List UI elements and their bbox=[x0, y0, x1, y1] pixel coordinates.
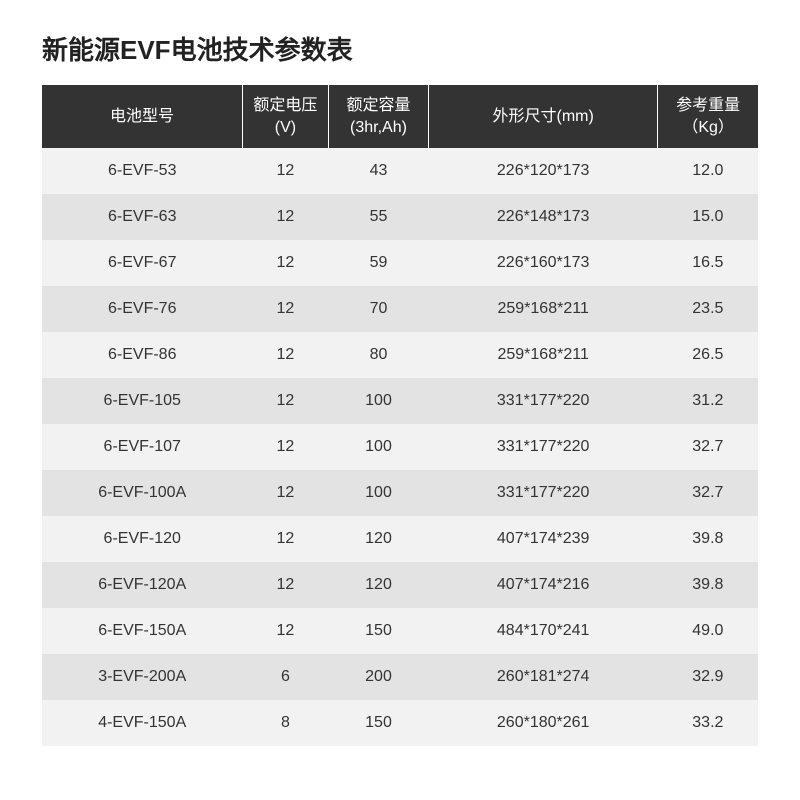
table-row: 6-EVF-12012120407*174*23939.8 bbox=[42, 516, 758, 562]
table-row: 4-EVF-150A8150260*180*26133.2 bbox=[42, 700, 758, 746]
spec-table: 电池型号额定电压(V)额定容量(3hr,Ah)外形尺寸(mm)参考重量（Kg） … bbox=[42, 85, 758, 746]
table-cell: 484*170*241 bbox=[429, 608, 658, 654]
table-cell: 70 bbox=[328, 286, 428, 332]
table-cell: 120 bbox=[328, 516, 428, 562]
column-header: 电池型号 bbox=[42, 85, 242, 148]
table-cell: 3-EVF-200A bbox=[42, 654, 242, 700]
table-row: 3-EVF-200A6200260*181*27432.9 bbox=[42, 654, 758, 700]
column-header: 参考重量（Kg） bbox=[658, 85, 758, 148]
table-cell: 6-EVF-63 bbox=[42, 194, 242, 240]
table-cell: 59 bbox=[328, 240, 428, 286]
table-cell: 331*177*220 bbox=[429, 378, 658, 424]
table-cell: 226*148*173 bbox=[429, 194, 658, 240]
column-header: 额定电压(V) bbox=[242, 85, 328, 148]
table-cell: 8 bbox=[242, 700, 328, 746]
table-cell: 260*180*261 bbox=[429, 700, 658, 746]
spec-thead: 电池型号额定电压(V)额定容量(3hr,Ah)外形尺寸(mm)参考重量（Kg） bbox=[42, 85, 758, 148]
table-cell: 49.0 bbox=[658, 608, 758, 654]
table-cell: 23.5 bbox=[658, 286, 758, 332]
table-cell: 12 bbox=[242, 424, 328, 470]
table-cell: 12 bbox=[242, 378, 328, 424]
column-header: 额定容量(3hr,Ah) bbox=[328, 85, 428, 148]
table-cell: 407*174*239 bbox=[429, 516, 658, 562]
table-cell: 150 bbox=[328, 700, 428, 746]
table-cell: 120 bbox=[328, 562, 428, 608]
table-row: 6-EVF-120A12120407*174*21639.8 bbox=[42, 562, 758, 608]
table-row: 6-EVF-100A12100331*177*22032.7 bbox=[42, 470, 758, 516]
table-cell: 331*177*220 bbox=[429, 424, 658, 470]
table-cell: 6-EVF-100A bbox=[42, 470, 242, 516]
table-cell: 6-EVF-67 bbox=[42, 240, 242, 286]
table-cell: 100 bbox=[328, 424, 428, 470]
table-cell: 12 bbox=[242, 562, 328, 608]
table-cell: 6-EVF-107 bbox=[42, 424, 242, 470]
spec-tbody: 6-EVF-531243226*120*17312.06-EVF-6312552… bbox=[42, 148, 758, 746]
table-cell: 39.8 bbox=[658, 516, 758, 562]
table-cell: 33.2 bbox=[658, 700, 758, 746]
table-cell: 6-EVF-150A bbox=[42, 608, 242, 654]
table-cell: 12.0 bbox=[658, 148, 758, 194]
table-cell: 12 bbox=[242, 286, 328, 332]
table-row: 6-EVF-671259226*160*17316.5 bbox=[42, 240, 758, 286]
table-cell: 12 bbox=[242, 470, 328, 516]
table-cell: 150 bbox=[328, 608, 428, 654]
column-header: 外形尺寸(mm) bbox=[429, 85, 658, 148]
table-cell: 260*181*274 bbox=[429, 654, 658, 700]
table-cell: 6-EVF-86 bbox=[42, 332, 242, 378]
table-cell: 6-EVF-120 bbox=[42, 516, 242, 562]
table-row: 6-EVF-150A12150484*170*24149.0 bbox=[42, 608, 758, 654]
table-cell: 16.5 bbox=[658, 240, 758, 286]
table-cell: 4-EVF-150A bbox=[42, 700, 242, 746]
table-cell: 80 bbox=[328, 332, 428, 378]
table-cell: 12 bbox=[242, 608, 328, 654]
table-cell: 6-EVF-76 bbox=[42, 286, 242, 332]
table-row: 6-EVF-10712100331*177*22032.7 bbox=[42, 424, 758, 470]
table-cell: 12 bbox=[242, 240, 328, 286]
table-cell: 15.0 bbox=[658, 194, 758, 240]
table-cell: 331*177*220 bbox=[429, 470, 658, 516]
table-cell: 31.2 bbox=[658, 378, 758, 424]
table-row: 6-EVF-531243226*120*17312.0 bbox=[42, 148, 758, 194]
table-cell: 39.8 bbox=[658, 562, 758, 608]
table-row: 6-EVF-861280259*168*21126.5 bbox=[42, 332, 758, 378]
table-cell: 43 bbox=[328, 148, 428, 194]
table-cell: 32.9 bbox=[658, 654, 758, 700]
table-cell: 259*168*211 bbox=[429, 286, 658, 332]
table-cell: 32.7 bbox=[658, 424, 758, 470]
table-cell: 100 bbox=[328, 470, 428, 516]
page-title: 新能源EVF电池技术参数表 bbox=[42, 30, 758, 67]
table-cell: 259*168*211 bbox=[429, 332, 658, 378]
table-row: 6-EVF-631255226*148*17315.0 bbox=[42, 194, 758, 240]
header-row: 电池型号额定电压(V)额定容量(3hr,Ah)外形尺寸(mm)参考重量（Kg） bbox=[42, 85, 758, 148]
table-cell: 6 bbox=[242, 654, 328, 700]
table-cell: 200 bbox=[328, 654, 428, 700]
table-cell: 26.5 bbox=[658, 332, 758, 378]
table-cell: 226*120*173 bbox=[429, 148, 658, 194]
table-cell: 6-EVF-120A bbox=[42, 562, 242, 608]
table-cell: 100 bbox=[328, 378, 428, 424]
table-cell: 226*160*173 bbox=[429, 240, 658, 286]
table-row: 6-EVF-10512100331*177*22031.2 bbox=[42, 378, 758, 424]
table-cell: 12 bbox=[242, 148, 328, 194]
table-cell: 12 bbox=[242, 332, 328, 378]
table-cell: 6-EVF-53 bbox=[42, 148, 242, 194]
table-cell: 6-EVF-105 bbox=[42, 378, 242, 424]
table-cell: 55 bbox=[328, 194, 428, 240]
table-row: 6-EVF-761270259*168*21123.5 bbox=[42, 286, 758, 332]
table-cell: 407*174*216 bbox=[429, 562, 658, 608]
table-cell: 32.7 bbox=[658, 470, 758, 516]
table-cell: 12 bbox=[242, 194, 328, 240]
table-cell: 12 bbox=[242, 516, 328, 562]
